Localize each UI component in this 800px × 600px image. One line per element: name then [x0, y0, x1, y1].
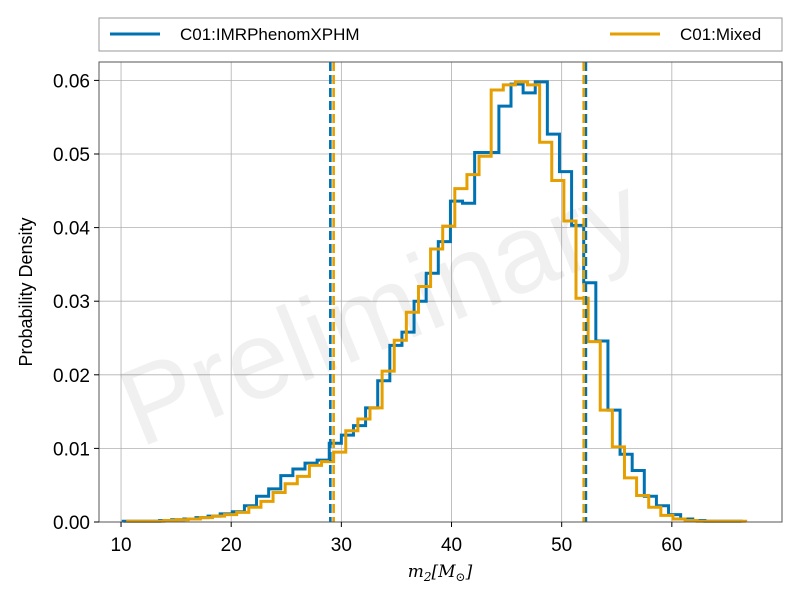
plot-frame: [98, 61, 783, 523]
legend-label-mixed: C01:Mixed: [680, 25, 761, 44]
x-tick-label: 20: [221, 535, 242, 556]
y-tick-label: 0.04: [53, 219, 90, 240]
x-tick-label: 50: [551, 535, 572, 556]
y-tick-label: 0.03: [53, 292, 90, 313]
y-axis-label: Probability Density: [16, 217, 36, 366]
legend-box: [98, 17, 783, 52]
legend-label-imrphenomxphm: C01:IMRPhenomXPHM: [180, 25, 360, 44]
vertical-lines: [329, 62, 588, 522]
x-tick-label: 40: [441, 535, 462, 556]
series-layer: [121, 80, 748, 523]
watermark: Preliminary: [103, 150, 659, 470]
x-axis-label: m2[M⊙]: [408, 562, 473, 584]
y-tick-label: 0.01: [53, 439, 90, 460]
y-tick-label: 0.02: [53, 366, 90, 387]
x-tick-label: 10: [110, 535, 131, 556]
x-tick-label: 60: [661, 535, 682, 556]
legend: C01:IMRPhenomXPHM C01:Mixed: [98, 17, 783, 52]
y-tick-label: 0.05: [53, 145, 90, 166]
tick-labels: 10 20 30 40 50 60 0.00 0.01 0.02 0.03 0.04 0.05 0.06: [53, 71, 682, 556]
x-tick-label: 30: [331, 535, 352, 556]
y-tick-label: 0.00: [53, 513, 90, 534]
watermark-layer: Preliminary: [103, 150, 659, 470]
grid: [99, 62, 782, 523]
histogram-series-1: [126, 80, 748, 523]
ticks: [94, 79, 673, 527]
y-tick-label: 0.06: [53, 71, 90, 92]
